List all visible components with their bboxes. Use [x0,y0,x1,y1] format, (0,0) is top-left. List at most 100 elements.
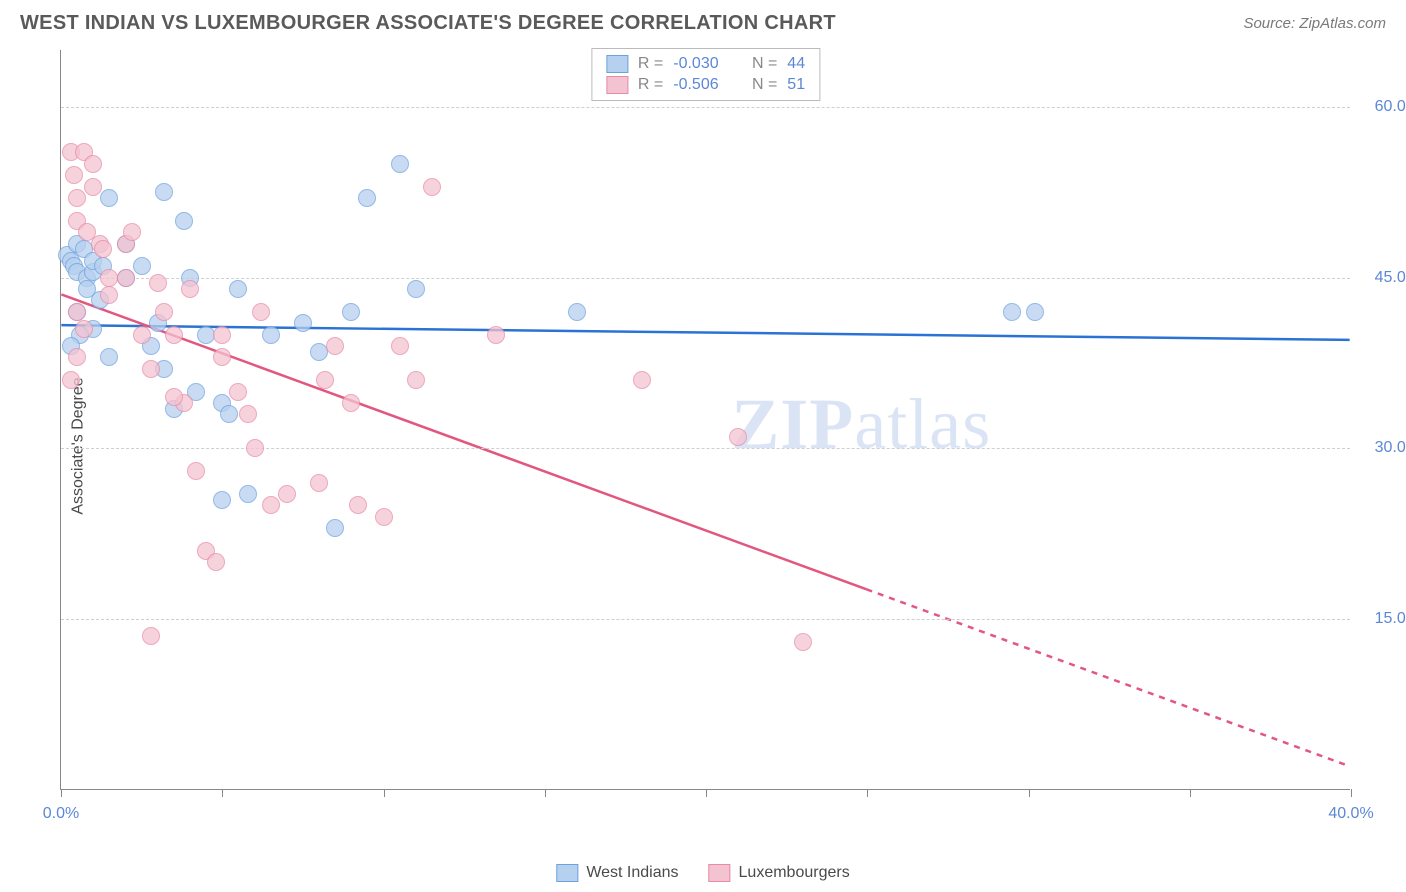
data-point [213,348,231,366]
legend-item: West Indians [556,864,678,882]
data-point [262,496,280,514]
data-point [68,189,86,207]
gridline-h [61,107,1350,108]
x-tick [545,789,546,797]
data-point [165,388,183,406]
data-point [213,491,231,509]
data-point [294,314,312,332]
x-tick [1190,789,1191,797]
data-point [349,496,367,514]
data-point [84,178,102,196]
x-tick-label: 0.0% [43,805,79,823]
data-point [207,553,225,571]
data-point [149,274,167,292]
x-tick-label: 40.0% [1328,805,1373,823]
gridline-h [61,619,1350,620]
data-point [729,428,747,446]
data-point [75,320,93,338]
data-point [326,337,344,355]
legend-item: Luxembourgers [709,864,850,882]
data-point [155,183,173,201]
data-point [100,286,118,304]
data-point [316,371,334,389]
data-point [133,326,151,344]
data-point [220,405,238,423]
n-label: N = [752,55,777,73]
data-point [165,326,183,344]
data-point [391,155,409,173]
data-point [117,269,135,287]
trend-line [867,589,1350,766]
data-point [94,240,112,258]
data-point [568,303,586,321]
legend-swatch [709,864,731,882]
y-tick-label: 15.0% [1360,610,1406,628]
data-point [391,337,409,355]
legend-swatch [556,864,578,882]
scatter-plot-area: ZIPatlas R = -0.030 N = 44R = -0.506 N =… [60,50,1350,790]
data-point [252,303,270,321]
data-point [68,348,86,366]
data-point [262,326,280,344]
data-point [181,280,199,298]
x-tick [1029,789,1030,797]
data-point [65,166,83,184]
x-tick [867,789,868,797]
data-point [100,189,118,207]
legend-stat-row: R = -0.506 N = 51 [606,76,805,94]
data-point [358,189,376,207]
gridline-h [61,278,1350,279]
data-point [68,303,86,321]
legend-label: West Indians [586,864,678,882]
data-point [142,360,160,378]
n-label: N = [752,76,777,94]
legend-label: Luxembourgers [739,864,850,882]
data-point [407,280,425,298]
legend-stat-row: R = -0.030 N = 44 [606,55,805,73]
data-point [123,223,141,241]
data-point [633,371,651,389]
y-tick-label: 60.0% [1360,98,1406,116]
data-point [239,405,257,423]
data-point [342,303,360,321]
y-tick-label: 30.0% [1360,439,1406,457]
data-point [187,462,205,480]
n-value: 51 [787,76,805,94]
data-point [407,371,425,389]
data-point [100,348,118,366]
x-tick [1351,789,1352,797]
data-point [175,212,193,230]
data-point [84,155,102,173]
legend-swatch [606,55,628,73]
data-point [133,257,151,275]
x-tick [61,789,62,797]
data-point [310,474,328,492]
data-point [229,280,247,298]
data-point [487,326,505,344]
n-value: 44 [787,55,805,73]
r-label: R = [638,55,663,73]
data-point [1003,303,1021,321]
r-value: -0.030 [673,55,718,73]
x-tick [706,789,707,797]
x-tick [384,789,385,797]
data-point [1026,303,1044,321]
series-legend: West Indians Luxembourgers [556,864,849,882]
data-point [142,627,160,645]
data-point [423,178,441,196]
data-point [278,485,296,503]
trend-line [61,325,1349,340]
data-point [213,326,231,344]
data-point [794,633,812,651]
x-tick [222,789,223,797]
correlation-legend: R = -0.030 N = 44R = -0.506 N = 51 [591,48,820,101]
data-point [155,303,173,321]
data-point [246,439,264,457]
data-point [239,485,257,503]
watermark-text: ZIPatlas [731,383,991,466]
y-tick-label: 45.0% [1360,269,1406,287]
r-label: R = [638,76,663,94]
data-point [375,508,393,526]
source-attribution: Source: ZipAtlas.com [1243,15,1386,32]
r-value: -0.506 [673,76,718,94]
